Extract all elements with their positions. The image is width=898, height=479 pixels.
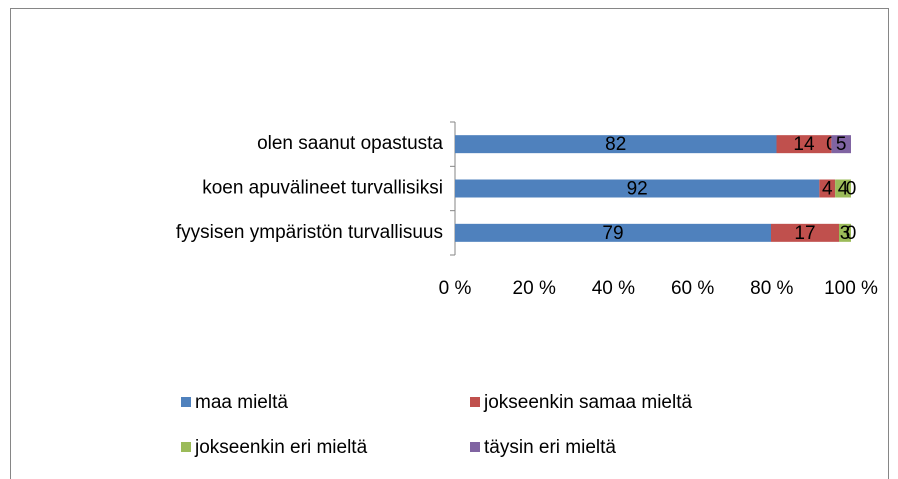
- data-label: 0: [846, 223, 857, 244]
- bar-segment: [455, 179, 820, 198]
- bar-segment: [831, 135, 851, 154]
- legend-label: maa mieltä: [195, 392, 288, 413]
- x-tick-label: 80 %: [750, 278, 793, 299]
- legend-swatch: [181, 442, 191, 452]
- x-tick-label: 100 %: [824, 278, 878, 299]
- data-label: 17: [794, 223, 815, 244]
- legend-swatch: [470, 442, 480, 452]
- x-tick-label: 0 %: [439, 278, 472, 299]
- data-label: 3: [840, 223, 851, 244]
- data-label: 92: [627, 179, 648, 200]
- legend-label: täysin eri mieltä: [484, 437, 616, 458]
- x-tick-label: 60 %: [671, 278, 714, 299]
- x-tick-label: 40 %: [592, 278, 635, 299]
- data-label: 4: [838, 179, 849, 200]
- legend-label: jokseenkin samaa mieltä: [483, 392, 692, 413]
- bar-segment: [839, 223, 851, 242]
- data-label: 79: [602, 223, 623, 244]
- bar-segment: [771, 223, 839, 242]
- data-label: 5: [836, 134, 847, 155]
- y-tick-label: olen saanut opastusta: [257, 133, 443, 154]
- legend-label: jokseenkin eri mieltä: [194, 437, 368, 458]
- x-tick-label: 20 %: [513, 278, 556, 299]
- bar-segment: [776, 135, 832, 154]
- data-label: 0: [846, 179, 857, 200]
- bar-segment: [835, 179, 851, 198]
- chart-frame: [10, 8, 889, 479]
- y-tick-label: fyysisen ympäristön turvallisuus: [176, 222, 443, 243]
- data-label: 14: [793, 134, 815, 155]
- data-label: 82: [605, 134, 626, 155]
- bar-segment: [455, 135, 777, 154]
- data-label: 4: [822, 179, 833, 200]
- legend-swatch: [470, 397, 480, 407]
- bar-segment: [455, 223, 771, 242]
- bar-segment: [819, 179, 836, 198]
- y-tick-label: koen apuvälineet turvallisiksi: [202, 178, 443, 199]
- legend-swatch: [181, 397, 191, 407]
